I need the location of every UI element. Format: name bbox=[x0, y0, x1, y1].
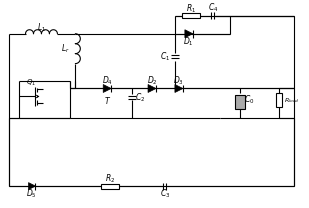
Text: $D_1$: $D_1$ bbox=[184, 35, 194, 48]
Polygon shape bbox=[28, 183, 36, 189]
Text: $R_1$: $R_1$ bbox=[186, 2, 196, 15]
Text: $C_2$: $C_2$ bbox=[135, 91, 145, 104]
Text: $T$: $T$ bbox=[104, 95, 111, 106]
Text: $R_{load}$: $R_{load}$ bbox=[284, 96, 299, 105]
Text: $C_3$: $C_3$ bbox=[160, 188, 170, 200]
Text: $D_2$: $D_2$ bbox=[147, 74, 157, 87]
Text: $D_5$: $D_5$ bbox=[26, 188, 37, 200]
Bar bbox=[235, 95, 245, 109]
Text: $R_2$: $R_2$ bbox=[105, 173, 115, 185]
Text: $D_3$: $D_3$ bbox=[173, 74, 184, 87]
Text: $C_4$: $C_4$ bbox=[208, 2, 218, 14]
Text: $L_r$: $L_r$ bbox=[61, 42, 70, 55]
Polygon shape bbox=[175, 84, 183, 93]
Text: $C_1$: $C_1$ bbox=[160, 50, 170, 63]
Text: $Q_1$: $Q_1$ bbox=[27, 77, 36, 88]
Polygon shape bbox=[148, 84, 156, 93]
Text: $C_0$: $C_0$ bbox=[244, 93, 255, 106]
Bar bbox=[182, 13, 200, 18]
Bar bbox=[277, 93, 282, 107]
Text: $D_4$: $D_4$ bbox=[102, 74, 113, 87]
Bar bbox=[101, 184, 119, 189]
Polygon shape bbox=[103, 84, 111, 93]
Text: $L_1$: $L_1$ bbox=[37, 21, 46, 34]
Polygon shape bbox=[185, 30, 193, 38]
